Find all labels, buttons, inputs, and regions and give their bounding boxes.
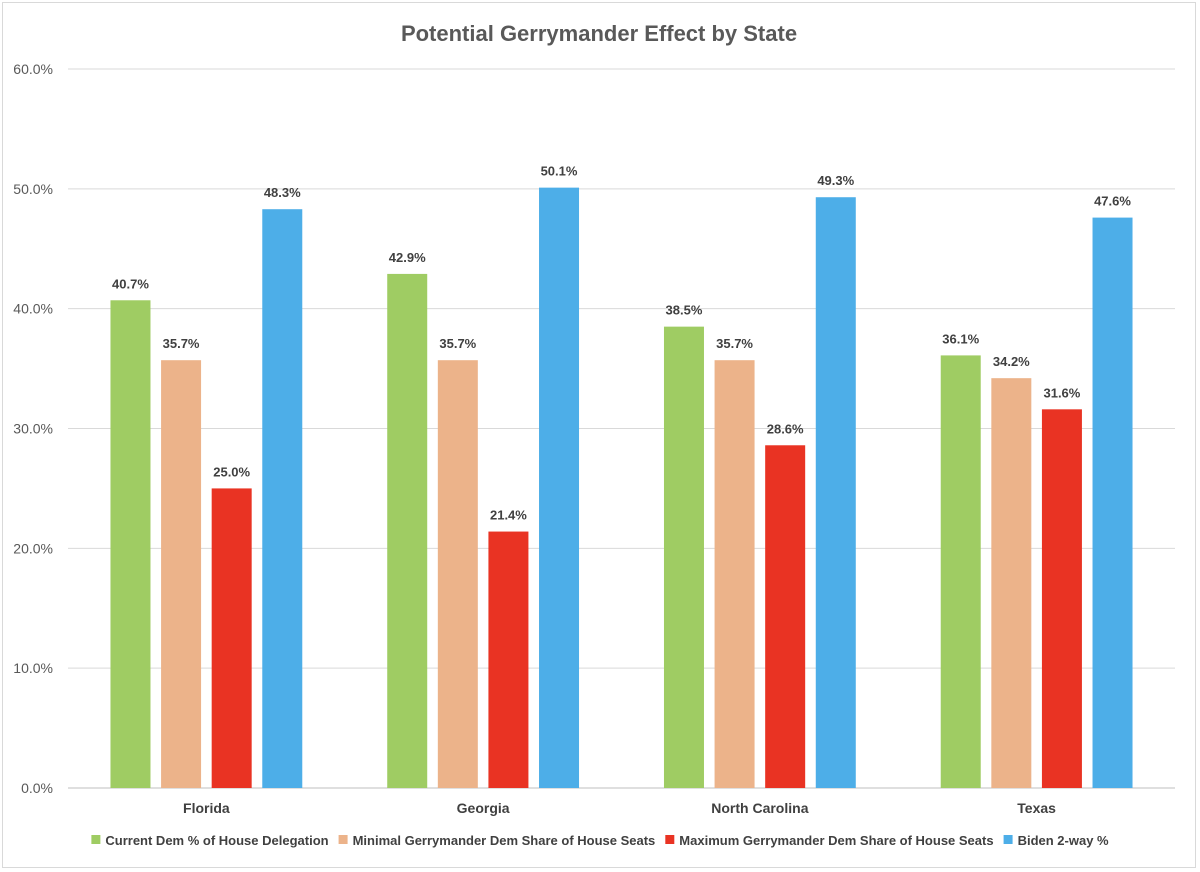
y-tick-label: 40.0% <box>13 301 53 317</box>
bar <box>714 360 755 788</box>
bar <box>161 360 202 788</box>
legend-swatch <box>338 835 348 844</box>
legend-swatch <box>665 835 675 844</box>
data-label: 48.3% <box>264 185 301 200</box>
y-tick-label: 50.0% <box>13 181 53 197</box>
legend-item: Minimal Gerrymander Dem Share of House S… <box>338 833 656 848</box>
legend-swatch <box>91 835 101 844</box>
bar <box>387 273 428 788</box>
data-label: 47.6% <box>1094 194 1131 209</box>
gridlines <box>68 68 1175 789</box>
x-axis-categories: Florida Georgia North Carolina Texas <box>183 800 1056 816</box>
category-label: Texas <box>1017 800 1056 816</box>
bar <box>663 326 704 788</box>
legend-label: Maximum Gerrymander Dem Share of House S… <box>679 833 993 848</box>
legend-swatch <box>1003 835 1013 844</box>
data-label: 35.7% <box>716 336 753 351</box>
data-label: 36.1% <box>942 331 979 346</box>
data-label: 21.4% <box>490 508 527 523</box>
legend-label: Minimal Gerrymander Dem Share of House S… <box>353 833 656 848</box>
bar <box>1092 217 1133 789</box>
data-label: 50.1% <box>541 164 578 179</box>
data-label: 42.9% <box>389 250 426 265</box>
data-label: 35.7% <box>439 336 476 351</box>
y-axis-ticks: 0.0% 10.0% 20.0% 30.0% 40.0% 50.0% 60.0% <box>13 61 53 796</box>
data-label: 31.6% <box>1043 385 1080 400</box>
bar <box>110 300 151 788</box>
data-label: 40.7% <box>112 276 149 291</box>
data-label: 25.0% <box>213 464 250 479</box>
y-tick-label: 10.0% <box>13 660 53 676</box>
bar <box>991 378 1032 788</box>
bar <box>262 209 303 788</box>
legend-item: Maximum Gerrymander Dem Share of House S… <box>665 833 994 848</box>
data-label: 38.5% <box>666 303 703 318</box>
bar <box>539 187 580 788</box>
bar <box>765 445 806 788</box>
category-label: Florida <box>183 800 230 816</box>
data-labels: 40.7% 35.7% 25.0% 48.3% 42.9% 35.7% 21.4% 50.1%… <box>112 164 1131 523</box>
bar <box>211 488 252 788</box>
data-label: 34.2% <box>993 354 1030 369</box>
category-label: North Carolina <box>711 800 808 816</box>
y-tick-label: 60.0% <box>13 61 53 77</box>
y-tick-label: 30.0% <box>13 421 53 437</box>
bar <box>815 197 856 788</box>
data-label: 49.3% <box>817 173 854 188</box>
bar <box>488 531 529 788</box>
legend: Current Dem % of House Delegation Minimal… <box>91 833 1109 848</box>
bar <box>437 360 478 788</box>
legend-label: Biden 2-way % <box>1018 833 1109 848</box>
y-tick-label: 20.0% <box>13 540 53 556</box>
legend-item: Biden 2-way % <box>1003 833 1109 848</box>
bars <box>110 187 1133 789</box>
data-label: 28.6% <box>767 421 804 436</box>
data-label: 35.7% <box>163 336 200 351</box>
chart-title: Potential Gerrymander Effect by State <box>401 21 797 46</box>
bar <box>940 355 981 788</box>
bar <box>1041 409 1082 788</box>
legend-item: Current Dem % of House Delegation <box>91 833 329 848</box>
legend-label: Current Dem % of House Delegation <box>105 833 328 848</box>
category-label: Georgia <box>457 800 510 816</box>
y-tick-label: 0.0% <box>21 780 53 796</box>
